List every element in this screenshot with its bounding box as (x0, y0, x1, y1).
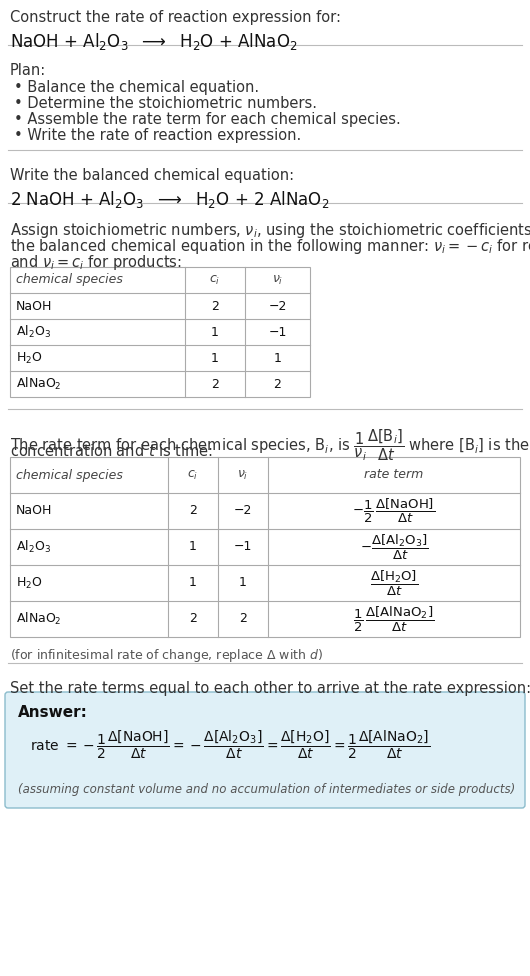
Text: −2: −2 (268, 300, 287, 312)
Bar (10, 457, 520, 637)
Bar (10, 267, 310, 397)
Text: 2: 2 (239, 613, 247, 626)
Text: (for infinitesimal rate of change, replace Δ with $d$): (for infinitesimal rate of change, repla… (10, 647, 323, 664)
Text: NaOH: NaOH (16, 505, 52, 517)
Text: $c_i$: $c_i$ (209, 273, 220, 287)
Text: chemical species: chemical species (16, 468, 123, 481)
Text: $\nu_i$: $\nu_i$ (272, 273, 283, 287)
Text: • Assemble the rate term for each chemical species.: • Assemble the rate term for each chemic… (14, 112, 401, 127)
Text: Plan:: Plan: (10, 63, 46, 78)
Text: Set the rate terms equal to each other to arrive at the rate expression:: Set the rate terms equal to each other t… (10, 681, 530, 696)
Text: H$_2$O: H$_2$O (16, 576, 42, 590)
Text: 2: 2 (273, 378, 281, 390)
Text: Construct the rate of reaction expression for:: Construct the rate of reaction expressio… (10, 10, 341, 25)
Text: AlNaO$_2$: AlNaO$_2$ (16, 611, 61, 627)
Text: (assuming constant volume and no accumulation of intermediates or side products): (assuming constant volume and no accumul… (18, 783, 515, 796)
Text: Assign stoichiometric numbers, $\nu_i$, using the stoichiometric coefficients, $: Assign stoichiometric numbers, $\nu_i$, … (10, 221, 530, 240)
Text: • Write the rate of reaction expression.: • Write the rate of reaction expression. (14, 128, 301, 143)
Text: 1: 1 (273, 351, 281, 364)
Text: 2 NaOH + Al$_2$O$_3$  $\longrightarrow$  H$_2$O + 2 AlNaO$_2$: 2 NaOH + Al$_2$O$_3$ $\longrightarrow$ H… (10, 189, 330, 210)
Text: AlNaO$_2$: AlNaO$_2$ (16, 376, 61, 392)
Text: −1: −1 (268, 326, 287, 339)
Text: Answer:: Answer: (18, 705, 88, 720)
Text: Al$_2$O$_3$: Al$_2$O$_3$ (16, 324, 51, 340)
Text: 1: 1 (211, 351, 219, 364)
FancyBboxPatch shape (5, 692, 525, 808)
Text: • Balance the chemical equation.: • Balance the chemical equation. (14, 80, 259, 95)
Text: NaOH: NaOH (16, 300, 52, 312)
Text: the balanced chemical equation in the following manner: $\nu_i = -c_i$ for react: the balanced chemical equation in the fo… (10, 237, 530, 256)
Text: 1: 1 (189, 577, 197, 590)
Text: 2: 2 (189, 505, 197, 517)
Text: rate $= -\dfrac{1}{2}\dfrac{\Delta[\mathrm{NaOH}]}{\Delta t} = -\dfrac{\Delta[\m: rate $= -\dfrac{1}{2}\dfrac{\Delta[\math… (30, 729, 430, 761)
Text: $c_i$: $c_i$ (188, 468, 199, 481)
Text: Write the balanced chemical equation:: Write the balanced chemical equation: (10, 168, 294, 183)
Text: $\nu_i$: $\nu_i$ (237, 468, 249, 481)
Text: 1: 1 (189, 541, 197, 553)
Text: 2: 2 (211, 300, 219, 312)
Text: $\dfrac{\Delta[\mathrm{H_2O}]}{\Delta t}$: $\dfrac{\Delta[\mathrm{H_2O}]}{\Delta t}… (370, 568, 418, 597)
Text: rate term: rate term (365, 468, 423, 481)
Text: $-\dfrac{\Delta[\mathrm{Al_2O_3}]}{\Delta t}$: $-\dfrac{\Delta[\mathrm{Al_2O_3}]}{\Delt… (360, 532, 428, 561)
Text: NaOH + Al$_2$O$_3$  $\longrightarrow$  H$_2$O + AlNaO$_2$: NaOH + Al$_2$O$_3$ $\longrightarrow$ H$_… (10, 31, 298, 52)
Text: • Determine the stoichiometric numbers.: • Determine the stoichiometric numbers. (14, 96, 317, 111)
Text: chemical species: chemical species (16, 273, 123, 287)
Text: The rate term for each chemical species, B$_i$, is $\dfrac{1}{\nu_i}\dfrac{\Delt: The rate term for each chemical species,… (10, 427, 530, 463)
Text: concentration and $t$ is time:: concentration and $t$ is time: (10, 443, 213, 459)
Text: −2: −2 (234, 505, 252, 517)
Text: 2: 2 (211, 378, 219, 390)
Text: Al$_2$O$_3$: Al$_2$O$_3$ (16, 539, 51, 555)
Text: H$_2$O: H$_2$O (16, 350, 42, 366)
Text: −1: −1 (234, 541, 252, 553)
Text: and $\nu_i = c_i$ for products:: and $\nu_i = c_i$ for products: (10, 253, 182, 272)
Text: $-\dfrac{1}{2}\,\dfrac{\Delta[\mathrm{NaOH}]}{\Delta t}$: $-\dfrac{1}{2}\,\dfrac{\Delta[\mathrm{Na… (352, 497, 436, 525)
Text: 2: 2 (189, 613, 197, 626)
Text: 1: 1 (211, 326, 219, 339)
Text: $\dfrac{1}{2}\,\dfrac{\Delta[\mathrm{AlNaO_2}]}{\Delta t}$: $\dfrac{1}{2}\,\dfrac{\Delta[\mathrm{AlN… (354, 604, 435, 633)
Text: 1: 1 (239, 577, 247, 590)
